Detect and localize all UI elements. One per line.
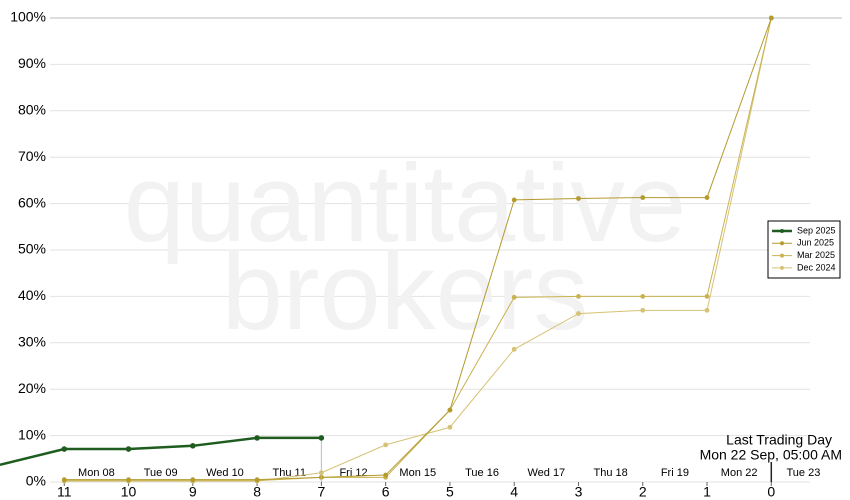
- x-tick-label: 1: [703, 484, 711, 500]
- x-tick-label: 9: [189, 484, 197, 500]
- x-tick-label: 5: [446, 484, 454, 500]
- x-tick-label: 10: [121, 484, 137, 500]
- point: [640, 294, 646, 299]
- point: [704, 195, 710, 200]
- x-tick-label: 3: [575, 484, 583, 500]
- point: [704, 294, 710, 299]
- y-tick-label: 60%: [18, 194, 46, 210]
- watermark: quantitative: [124, 142, 687, 265]
- legend-swatch: [780, 265, 784, 270]
- point: [576, 294, 581, 299]
- y-tick-label: 70%: [18, 148, 46, 164]
- date-label: Tue 09: [144, 467, 178, 479]
- legend-label: Dec 2024: [797, 262, 836, 272]
- point: [383, 442, 389, 448]
- legend-label: Sep 2025: [797, 225, 836, 235]
- point: [61, 477, 67, 483]
- y-tick-label: 90%: [18, 55, 46, 71]
- point: [576, 311, 581, 316]
- point: [511, 294, 517, 300]
- point: [447, 424, 453, 430]
- y-tick-label: 10%: [18, 426, 46, 442]
- point: [768, 15, 774, 21]
- point: [511, 346, 517, 352]
- x-tick-label: 0: [767, 484, 775, 500]
- x-tick-label: 8: [253, 484, 261, 500]
- watermark: brokers: [222, 230, 589, 353]
- point: [190, 443, 196, 449]
- y-tick-label: 80%: [18, 102, 46, 118]
- series-line: [64, 17, 772, 481]
- point: [640, 195, 646, 200]
- date-label: Mon 15: [399, 467, 436, 479]
- point: [511, 197, 517, 203]
- date-label: Tue 16: [465, 467, 499, 479]
- y-tick-label: 40%: [18, 287, 46, 303]
- legend-label: Mar 2025: [797, 250, 835, 260]
- date-label: Mon 08: [78, 467, 115, 479]
- x-tick-label: 4: [510, 484, 518, 500]
- point: [318, 435, 325, 441]
- series-line: [64, 17, 772, 482]
- x-tick-label: 7: [317, 484, 325, 500]
- x-tick-label: 2: [639, 484, 647, 500]
- point: [704, 307, 710, 313]
- date-label: Fri 19: [661, 467, 689, 479]
- x-tick-label: 11: [57, 484, 72, 500]
- point: [254, 477, 260, 483]
- point: [61, 446, 68, 452]
- annotation: Last Trading Day: [726, 432, 832, 448]
- date-label: Wed 10: [206, 467, 244, 479]
- legend-swatch: [780, 229, 784, 233]
- y-tick-label: 20%: [18, 380, 46, 396]
- date-label: Wed 17: [527, 467, 565, 479]
- point: [125, 446, 132, 452]
- y-tick-label: 0%: [26, 473, 46, 489]
- date-label: Thu 18: [593, 467, 627, 479]
- legend-swatch: [780, 241, 784, 246]
- x-tick-label: 6: [382, 484, 390, 500]
- annotation: Mon 22 Sep, 05:00 AM: [700, 447, 842, 463]
- y-tick-label: 30%: [18, 334, 46, 350]
- y-tick-label: 50%: [18, 241, 46, 257]
- point: [447, 407, 453, 413]
- point: [126, 477, 131, 483]
- legend-swatch: [780, 253, 784, 258]
- point: [383, 472, 389, 478]
- point: [254, 435, 260, 441]
- series-line: [0, 436, 322, 467]
- point: [190, 477, 196, 483]
- point: [576, 196, 581, 201]
- y-tick-label: 100%: [10, 9, 46, 25]
- legend-label: Jun 2025: [797, 238, 834, 248]
- date-label: Tue 23: [787, 467, 821, 479]
- date-label: Mon 22: [721, 467, 758, 479]
- point: [640, 307, 646, 313]
